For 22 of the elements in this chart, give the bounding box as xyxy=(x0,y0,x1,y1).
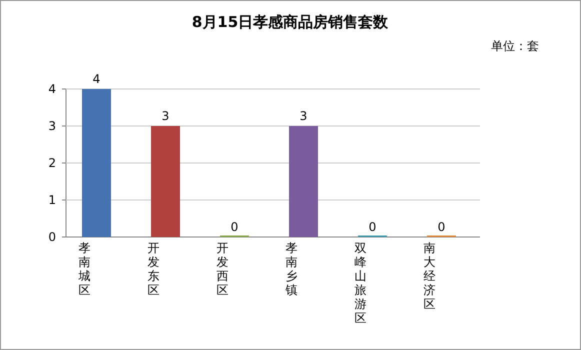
y-tick-label: 2 xyxy=(48,156,56,170)
data-label: 0 xyxy=(368,220,376,234)
data-label: 0 xyxy=(230,220,238,234)
bar xyxy=(289,126,318,237)
x-tick-label: 南大经济区 xyxy=(424,241,436,311)
x-tick-label: 开发西区 xyxy=(216,241,228,297)
y-tick-label: 3 xyxy=(48,119,56,133)
text: 单位：套 xyxy=(491,39,539,53)
bar xyxy=(151,126,180,237)
x-tick-label: 开发东区 xyxy=(148,241,160,297)
x-tick-label: 孝南乡镇 xyxy=(284,241,298,297)
data-label: 0 xyxy=(438,220,446,234)
data-label: 4 xyxy=(92,72,100,86)
bar xyxy=(82,89,111,237)
y-tick-label: 4 xyxy=(48,82,56,96)
y-tick-label: 1 xyxy=(48,193,56,207)
data-label: 3 xyxy=(300,109,308,123)
chart-title: 8月15日孝感商品房销售套数 xyxy=(192,13,390,31)
x-tick-label: 孝南城区 xyxy=(78,241,90,297)
y-tick-label: 0 xyxy=(48,230,56,244)
x-tick-label: 双峰山旅游区 xyxy=(354,241,366,325)
data-label: 3 xyxy=(162,109,170,123)
